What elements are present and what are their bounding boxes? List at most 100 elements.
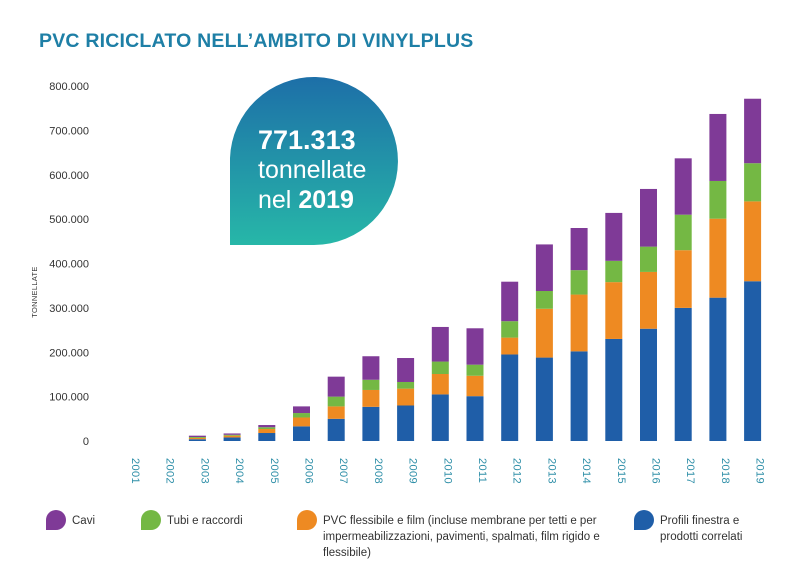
bar-segment — [709, 180, 727, 219]
bar-segment — [674, 307, 692, 441]
bar-segment — [535, 291, 553, 309]
bar-segment — [362, 356, 380, 380]
bar-segment — [327, 396, 345, 407]
bar-segment — [327, 406, 345, 419]
bar-segment — [640, 271, 657, 329]
callout-bubble — [230, 77, 398, 245]
bar-segment — [188, 435, 206, 438]
callout-text: 771.313 tonnellate nel 2019 — [258, 125, 366, 215]
bar-segment — [535, 308, 553, 358]
bar-segment — [327, 418, 345, 441]
bar-segment — [640, 246, 657, 272]
bar-segment — [466, 396, 484, 441]
bar-segment — [709, 113, 727, 181]
callout-unit: tonnellate — [258, 156, 367, 184]
x-tick-label: 2017 — [684, 458, 696, 484]
bar-segment — [188, 439, 206, 441]
bar-segment — [362, 379, 380, 390]
bar-segment — [535, 244, 553, 292]
x-tick-label: 2011 — [476, 458, 488, 483]
bar-segment — [570, 270, 588, 295]
bar-segment — [397, 381, 415, 389]
bar-segment — [570, 294, 588, 352]
legend-label-tubi: Tubi e raccordi — [167, 515, 243, 527]
bar-segment — [223, 433, 241, 435]
legend-label-profili: Profili finestra e prodotti correlati — [660, 515, 743, 543]
x-tick-label: 2019 — [754, 458, 766, 484]
x-tick-label: 2010 — [441, 458, 453, 484]
legend-label-pvc-flessibile: PVC flessibile e film (incluse membrane … — [323, 515, 600, 559]
bar-segment — [501, 321, 519, 338]
x-tick-label: 2016 — [650, 458, 662, 484]
bar-segment — [188, 437, 206, 440]
bar-segment — [501, 354, 519, 441]
y-axis-ticks: 0 100.000 200.000 300.000 400.000 500.000 600.… — [49, 81, 89, 448]
callout-year-prefix: nel — [258, 186, 299, 214]
callout-year: 2019 — [298, 186, 354, 214]
x-tick-label: 2013 — [545, 458, 557, 484]
bar-segment — [744, 281, 762, 441]
x-tick-label: 2002 — [164, 458, 176, 484]
bar-segment — [744, 201, 762, 282]
x-tick-label: 2012 — [511, 458, 523, 484]
legend-swatch-tubi — [141, 510, 161, 530]
legend-swatch-cavi — [46, 510, 66, 530]
bar-segment — [397, 358, 415, 382]
y-tick-label: 0 — [83, 436, 89, 448]
bar-segment — [674, 250, 692, 308]
bar-segment — [327, 376, 345, 397]
legend-label-cavi: Cavi — [72, 515, 96, 527]
bar-segment — [501, 337, 519, 355]
bar-segment — [570, 228, 588, 271]
y-tick-label: 500.000 — [49, 214, 89, 226]
bar-segment — [258, 429, 276, 434]
bar-segment — [293, 413, 310, 418]
bar-segment — [293, 417, 310, 427]
x-tick-label: 2015 — [615, 458, 627, 484]
y-tick-label: 300.000 — [49, 303, 89, 315]
bar-segment — [674, 158, 692, 215]
x-axis-ticks: 2001 2002 2003 2004 2005 2006 2007 2008 2009 2010… — [129, 458, 766, 484]
y-tick-label: 700.000 — [49, 125, 89, 137]
x-tick-label: 2009 — [407, 458, 419, 484]
bar-segment — [431, 394, 449, 441]
x-tick-label: 2001 — [129, 458, 141, 484]
bar-segment — [258, 433, 276, 441]
bar-segment — [258, 427, 276, 430]
bar-segment — [605, 338, 623, 441]
bar-segment — [223, 434, 241, 436]
bar-segment — [605, 260, 623, 283]
bar-segment — [466, 364, 484, 376]
bar-segment — [431, 361, 449, 374]
y-tick-label: 100.000 — [49, 392, 89, 404]
x-tick-label: 2006 — [303, 458, 315, 484]
x-tick-label: 2007 — [337, 458, 349, 484]
bar-segment — [501, 281, 519, 322]
x-tick-label: 2018 — [719, 458, 731, 484]
bar-segment — [674, 214, 692, 251]
bar-segment — [223, 435, 241, 438]
legend-swatch-profili — [634, 510, 654, 530]
bar-segment — [397, 405, 415, 441]
bar-segment — [709, 297, 727, 441]
callout-year-line: nel 2019 — [258, 185, 366, 215]
y-tick-label: 800.000 — [49, 81, 89, 93]
bar-segment — [397, 388, 415, 406]
bar-segment — [362, 406, 380, 441]
y-tick-label: 400.000 — [49, 259, 89, 271]
bar-segment — [431, 373, 449, 395]
y-tick-label: 600.000 — [49, 170, 89, 182]
bar-segment — [535, 357, 553, 441]
x-tick-label: 2003 — [198, 458, 210, 484]
x-tick-label: 2005 — [268, 458, 280, 484]
bar-segment — [605, 212, 623, 261]
legend-swatch-pvc-flessibile — [297, 510, 317, 530]
callout-value: 771.313 — [258, 125, 356, 155]
bars — [188, 98, 762, 441]
bar-segment — [362, 389, 380, 407]
bar-segment — [223, 437, 241, 441]
x-tick-label: 2014 — [580, 458, 592, 484]
bar-segment — [431, 326, 449, 362]
bar-segment — [188, 437, 206, 438]
